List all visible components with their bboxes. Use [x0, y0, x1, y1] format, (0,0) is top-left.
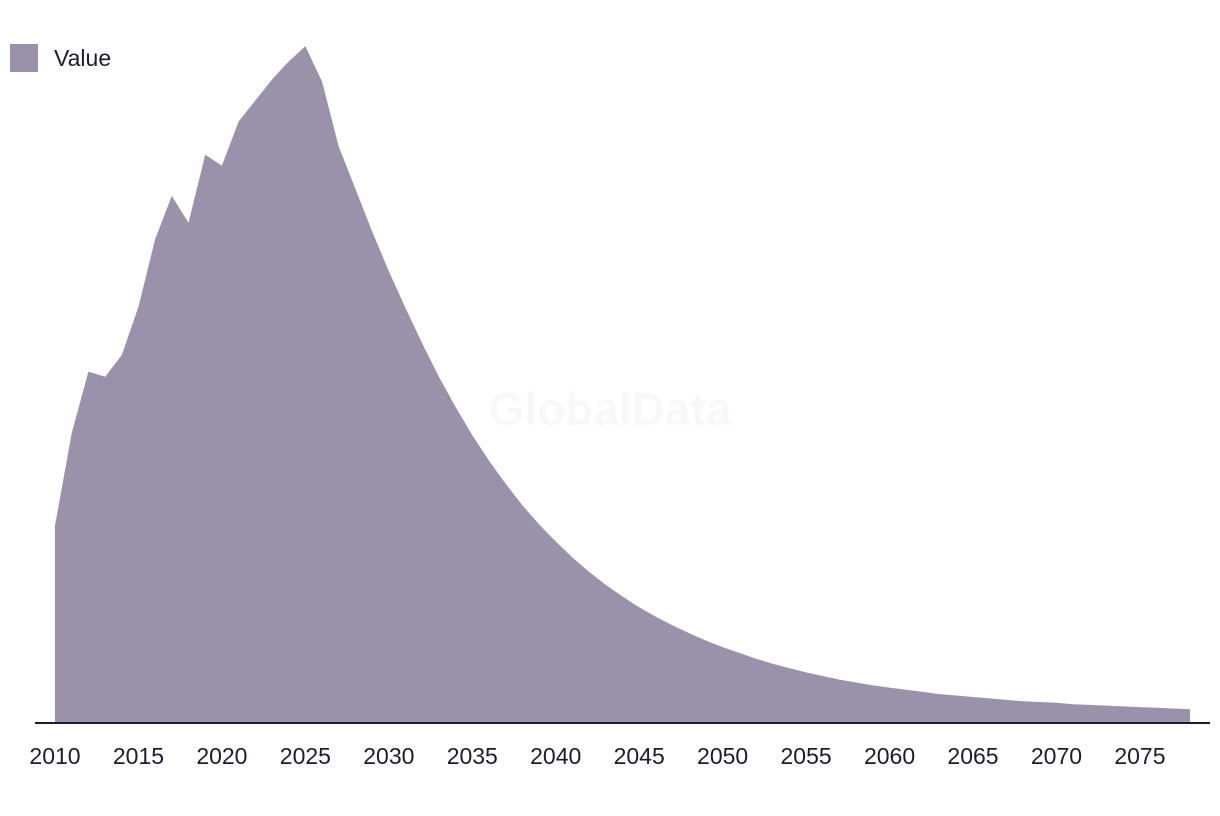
x-tick-label: 2010 [29, 743, 80, 769]
x-tick-label: 2060 [864, 743, 915, 769]
x-axis-ticks: 2010 2015 2020 2025 2030 2035 2040 2045 2050 2055… [29, 743, 1165, 769]
legend: Value [10, 44, 111, 72]
x-tick-label: 2065 [947, 743, 998, 769]
area-series-0 [55, 46, 1190, 724]
x-tick-label: 2055 [781, 743, 832, 769]
x-tick-label: 2050 [697, 743, 748, 769]
x-tick-label: 2030 [363, 743, 414, 769]
x-tick-label: 2040 [530, 743, 581, 769]
x-tick-label: 2070 [1031, 743, 1082, 769]
legend-label: Value [54, 45, 112, 71]
x-tick-label: 2045 [614, 743, 665, 769]
x-tick-label: 2020 [196, 743, 247, 769]
x-tick-label: 2035 [447, 743, 498, 769]
legend-swatch [10, 44, 38, 72]
watermark: GlobalData [489, 383, 732, 435]
x-tick-label: 2075 [1114, 743, 1165, 769]
x-tick-label: 2015 [113, 743, 164, 769]
x-tick-label: 2025 [280, 743, 331, 769]
area-layer [55, 46, 1190, 724]
